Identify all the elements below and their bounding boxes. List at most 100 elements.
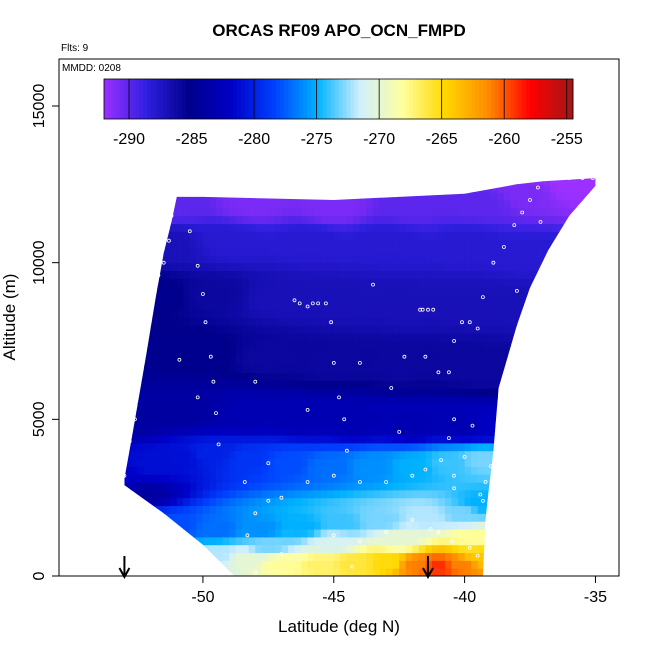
colorbar-segment: [416, 79, 421, 119]
heatmap-cell: [209, 560, 217, 569]
heatmap-cell: [451, 380, 459, 389]
heatmap-cell: [229, 521, 237, 530]
heatmap-cell: [373, 184, 381, 193]
heatmap-cell: [346, 207, 354, 217]
flight-point: [305, 304, 310, 309]
heatmap-cell: [484, 427, 492, 436]
heatmap-cell: [412, 309, 420, 319]
heatmap-cell: [163, 348, 171, 358]
heatmap-cell: [124, 200, 132, 209]
heatmap-cell: [431, 348, 439, 358]
heatmap-cell: [497, 333, 505, 342]
heatmap-cell: [157, 521, 165, 530]
heatmap-cell: [242, 435, 250, 444]
heatmap-cell: [484, 388, 492, 397]
heatmap-cell: [294, 560, 302, 569]
heatmap-cell: [418, 348, 426, 358]
heatmap-cell: [510, 505, 518, 514]
heatmap-cell: [235, 207, 243, 217]
heatmap-cell: [412, 215, 420, 225]
heatmap-cell: [464, 262, 472, 272]
flight-point: [402, 354, 407, 359]
heatmap-cell: [549, 333, 557, 342]
heatmap-cell: [431, 442, 439, 452]
heatmap-cell: [235, 192, 243, 201]
heatmap-cell: [144, 178, 152, 185]
heatmap-cell: [255, 254, 263, 264]
heatmap-cell: [216, 278, 224, 287]
heatmap-cell: [425, 450, 433, 460]
heatmap-cell: [170, 560, 178, 569]
heatmap-cell: [366, 372, 374, 381]
heatmap-cell: [530, 184, 538, 193]
heatmap-cell: [196, 450, 204, 460]
heatmap-cell: [314, 544, 322, 554]
colorbar-segment: [264, 79, 269, 119]
heatmap-cell: [157, 239, 165, 248]
heatmap-cell: [216, 372, 224, 381]
heatmap-cell: [556, 231, 564, 240]
heatmap-cell: [490, 247, 498, 256]
heatmap-cell: [510, 184, 518, 193]
colorbar-segment: [182, 79, 187, 119]
heatmap-cell: [569, 254, 577, 264]
heatmap-cell: [288, 482, 296, 491]
heatmap-cell: [346, 348, 354, 358]
heatmap-cell: [582, 207, 590, 217]
heatmap-cell: [438, 403, 446, 413]
heatmap-cell: [157, 286, 165, 295]
heatmap-cell: [340, 450, 348, 460]
heatmap-cell: [170, 341, 178, 350]
heatmap-cell: [582, 262, 590, 272]
heatmap-cell: [209, 286, 217, 295]
heatmap-cell: [503, 466, 511, 475]
colorbar-segment: [424, 79, 429, 119]
heatmap-cell: [301, 482, 309, 491]
heatmap-cell: [530, 278, 538, 287]
heatmap-cell: [124, 419, 132, 428]
heatmap-cell: [373, 301, 381, 311]
heatmap-cell: [471, 231, 479, 240]
heatmap-cell: [431, 395, 439, 405]
heatmap-cell: [235, 356, 243, 366]
flight-track-points: [122, 176, 595, 575]
heatmap-cell: [268, 536, 276, 546]
heatmap-cell: [386, 262, 394, 272]
heatmap-cell: [556, 192, 564, 201]
heatmap-cell: [346, 560, 354, 569]
heatmap-cell: [150, 254, 158, 264]
heatmap-cell: [543, 497, 551, 507]
heatmap-cell: [523, 178, 531, 185]
heatmap-cell: [281, 364, 289, 373]
heatmap-cell: [438, 466, 446, 475]
heatmap-cell: [366, 458, 374, 467]
heatmap-cell: [307, 458, 315, 467]
heatmap-cell: [569, 560, 577, 569]
heatmap-cell: [261, 184, 269, 193]
heatmap-cell: [438, 207, 446, 217]
colorbar-segment: [236, 79, 242, 119]
heatmap-cell: [399, 333, 407, 342]
heatmap-cell: [510, 529, 518, 538]
flight-point: [480, 498, 485, 503]
heatmap-cell: [366, 231, 374, 240]
heatmap-cell: [301, 380, 309, 389]
heatmap-cell: [366, 356, 374, 366]
heatmap-cell: [412, 474, 420, 483]
heatmap-cell: [523, 325, 531, 334]
heatmap-cell: [261, 239, 269, 248]
heatmap-cell: [320, 239, 328, 248]
heatmap-cell: [451, 262, 459, 272]
flight-point: [504, 379, 509, 384]
heatmap-cell: [366, 178, 374, 185]
heatmap-cell: [510, 192, 518, 201]
heatmap-cell: [202, 215, 210, 225]
heatmap-cell: [569, 184, 577, 193]
heatmap-cell: [346, 341, 354, 350]
heatmap-cell: [438, 411, 446, 420]
heatmap-cell: [183, 192, 191, 201]
colorbar-segment: [494, 79, 500, 119]
heatmap-cell: [588, 309, 596, 319]
heatmap-cell: [445, 505, 453, 514]
heatmap-cell: [170, 364, 178, 373]
